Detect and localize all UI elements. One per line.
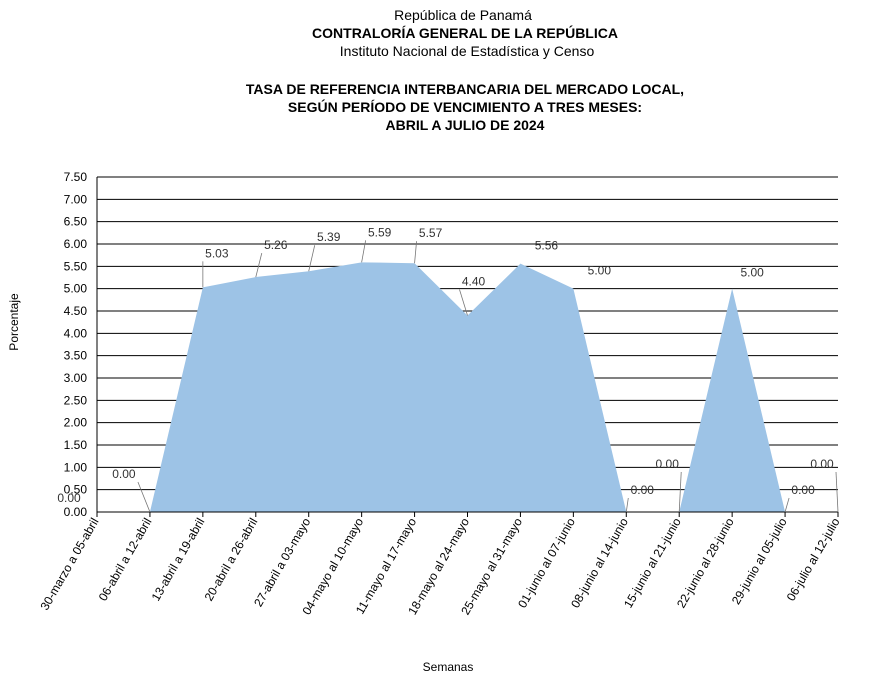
x-tick-label: 29-junio al 05-julio — [729, 515, 790, 607]
data-label: 0.00 — [631, 483, 655, 497]
y-tick-label: 2.50 — [64, 393, 88, 407]
data-label: 5.39 — [317, 230, 341, 244]
x-axis-label: Semanas — [423, 660, 474, 674]
y-tick-label: 2.00 — [64, 416, 88, 430]
x-tick-label: 13-abril a 19-abril — [149, 516, 208, 604]
y-tick-label: 6.50 — [64, 215, 88, 229]
y-tick-label: 1.00 — [64, 460, 88, 474]
chart-title-line-1: TASA DE REFERENCIA INTERBANCARIA DEL MER… — [246, 81, 684, 97]
y-axis-label: Porcentaje — [7, 293, 21, 351]
chart-title-line-2: SEGÚN PERÍODO DE VENCIMIENTO A TRES MESE… — [288, 98, 642, 115]
data-label-leader — [255, 252, 263, 278]
data-label-leader — [625, 497, 629, 513]
data-label: 0.00 — [656, 457, 680, 471]
y-tick-label: 7.00 — [64, 192, 88, 206]
data-label: 5.03 — [205, 246, 229, 260]
header-institute: Instituto Nacional de Estadística y Cens… — [340, 43, 595, 59]
data-label-leader — [459, 289, 468, 316]
data-label: 4.40 — [462, 274, 486, 288]
data-label: 5.00 — [740, 266, 764, 280]
data-label-leader — [137, 481, 151, 513]
y-tick-label: 4.50 — [64, 304, 88, 318]
y-tick-label: 3.00 — [64, 371, 88, 385]
y-tick-label: 1.50 — [64, 438, 88, 452]
data-label-leader — [678, 471, 682, 513]
header-contraloria: CONTRALORÍA GENERAL DE LA REPÚBLICA — [312, 24, 618, 41]
y-tick-label: 3.50 — [64, 349, 88, 363]
y-tick-label: 6.00 — [64, 237, 88, 251]
data-label: 5.00 — [588, 264, 612, 278]
series-area — [97, 262, 838, 512]
y-tick-label: 5.00 — [64, 282, 88, 296]
data-label: 0.00 — [57, 491, 81, 505]
x-tick-label: 06-abril a 12-abril — [96, 516, 155, 604]
data-label: 0.00 — [791, 483, 815, 497]
x-tick-label: 15-junio al 21-junio — [621, 515, 684, 610]
y-tick-label: 4.00 — [64, 326, 88, 340]
chart-title-line-3: ABRIL A JULIO DE 2024 — [386, 117, 545, 133]
data-label: 0.00 — [810, 457, 834, 471]
axes — [96, 177, 839, 517]
data-label: 5.57 — [419, 226, 443, 240]
x-tick-label: 22-junio al 28-junio — [674, 515, 737, 610]
data-label-leader — [835, 471, 839, 513]
x-tick-label: 30-marzo a 05-abril — [37, 516, 101, 613]
header-republic: República de Panamá — [394, 7, 532, 23]
data-label-leader — [308, 245, 316, 272]
x-tick-label: 20-abril a 26-abril — [202, 516, 261, 604]
y-tick-label: 5.50 — [64, 259, 88, 273]
x-tick-label: 08-junio al 14-junio — [568, 515, 631, 610]
data-label-leader — [361, 240, 367, 263]
data-label: 0.00 — [112, 467, 136, 481]
y-tick-labels: 0.00 0.50 1.00 1.50 2.00 2.50 3.00 3.50 4.00 4.50… — [64, 170, 88, 519]
data-label: 5.59 — [368, 225, 392, 239]
data-labels: 0.000.005.035.265.39 5.59 5.574.405.565.00… — [57, 225, 839, 513]
y-tick-label: 0.50 — [64, 483, 88, 497]
x-tick-label: 06-julio al 12-julio — [784, 515, 843, 603]
data-label-leader — [784, 497, 790, 513]
data-label: 5.56 — [535, 239, 559, 253]
y-tick-label: 0.00 — [64, 505, 88, 519]
y-tick-label: 7.50 — [64, 170, 88, 184]
data-label: 5.26 — [264, 238, 288, 252]
x-tick-label: 27-abril a 03-mayo — [251, 515, 313, 609]
data-label-leader — [414, 241, 417, 264]
x-tick-label: 01-junio al 07-junio — [515, 515, 578, 610]
